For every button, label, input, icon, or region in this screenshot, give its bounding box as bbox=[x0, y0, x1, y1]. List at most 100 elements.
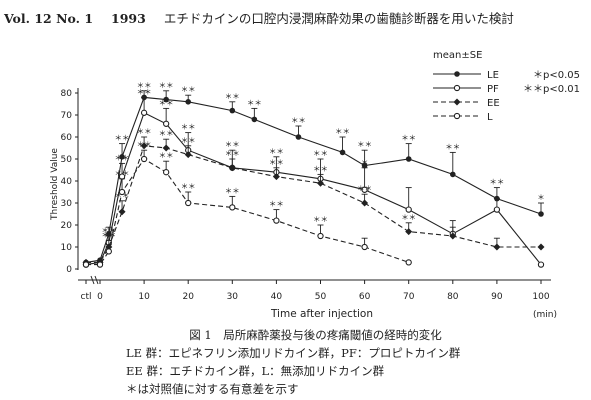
significance-mark: ＊＊ bbox=[159, 81, 174, 90]
data-point bbox=[272, 173, 280, 181]
significance-mark: ＊＊ bbox=[269, 147, 284, 156]
significance-legend: ＊＊p<0.01 bbox=[523, 84, 580, 95]
significance-mark: ＊＊ bbox=[247, 98, 262, 107]
data-point bbox=[317, 232, 324, 240]
data-point bbox=[140, 109, 148, 116]
significance-mark: ＊＊ bbox=[225, 140, 240, 149]
series-le: ＊＊＊＊ ＊＊ ＊＊＊＊＊＊＊＊＊＊＊＊＊＊＊＊＊＊＊ bbox=[83, 81, 545, 266]
significance-mark: ＊＊ bbox=[181, 136, 196, 145]
y-tick-label: 70 bbox=[61, 111, 73, 121]
legend-item-le: LE bbox=[433, 70, 499, 81]
significance-mark: ＊ bbox=[537, 193, 545, 202]
data-point bbox=[228, 164, 236, 172]
data-point bbox=[295, 134, 302, 140]
data-point bbox=[185, 99, 191, 105]
significance-mark: ＊＊ bbox=[269, 200, 284, 209]
legend-header: mean±SE bbox=[433, 50, 482, 61]
data-point bbox=[163, 96, 169, 103]
significance-mark: ＊＊ bbox=[357, 140, 372, 149]
significance-mark: ＊＊ bbox=[159, 129, 174, 138]
page-header: Vol. 12 No. 1 1993 エチドカインの口腔内浸潤麻酔効果の歯髄診断… bbox=[4, 8, 514, 27]
data-point bbox=[453, 84, 461, 92]
data-point bbox=[229, 107, 236, 114]
significance-mark: ＊＊ bbox=[115, 134, 130, 143]
legend-label: EE bbox=[487, 98, 500, 109]
data-point bbox=[361, 199, 369, 207]
series-line bbox=[85, 112, 542, 266]
significance-mark: ＊＊ bbox=[137, 140, 152, 149]
data-point bbox=[405, 206, 412, 213]
data-point bbox=[118, 188, 126, 196]
significance-mark: ＊＊ bbox=[101, 230, 116, 239]
data-point bbox=[493, 206, 501, 213]
y-tick-label: 10 bbox=[61, 243, 73, 253]
x-tick-label: 30 bbox=[227, 292, 239, 302]
figure-caption: 図 1 局所麻酔薬投与後の疼痛閾値の経時的変化 LE 群：エピネフリン添加リドカ… bbox=[0, 326, 591, 398]
x-tick-label: 70 bbox=[403, 292, 415, 302]
data-point bbox=[140, 142, 148, 150]
data-point bbox=[185, 199, 192, 207]
data-point bbox=[82, 261, 90, 268]
data-point bbox=[251, 116, 258, 123]
significance-mark: ＊＊ bbox=[181, 123, 196, 132]
caption-line-2: EE 群：エチドカイン群，L：無添加リドカイン群 bbox=[126, 364, 385, 378]
significance-mark: ＊＊ bbox=[225, 149, 240, 158]
x-tick-label: 0 bbox=[97, 292, 103, 302]
y-tick-label: 30 bbox=[61, 199, 73, 209]
data-point bbox=[162, 144, 170, 152]
caption-line-3: ＊は対照値に対する有意差を示す bbox=[126, 382, 299, 396]
data-point bbox=[317, 179, 324, 187]
legend-item-pf: PF bbox=[433, 84, 499, 95]
significance-mark: ＊＊ bbox=[335, 127, 350, 136]
data-point bbox=[229, 204, 236, 211]
series-pf: ＊＊＊＊＊＊＊＊＊＊＊＊＊＊ ＊＊＊ bbox=[82, 87, 545, 268]
legend-label: L bbox=[487, 112, 493, 123]
x-tick-label: ctl bbox=[81, 292, 92, 302]
significance-mark: ＊＊ bbox=[115, 169, 130, 178]
significance-mark: ＊＊ bbox=[313, 149, 328, 158]
data-point bbox=[105, 248, 112, 255]
data-point bbox=[493, 243, 501, 251]
series-line bbox=[86, 145, 541, 263]
data-point bbox=[538, 211, 544, 217]
significance-mark: ＊＊ bbox=[181, 182, 196, 191]
y-tick-label: 40 bbox=[61, 177, 73, 187]
significance-mark: ＊＊ bbox=[401, 213, 416, 222]
significance-mark: ＊＊ bbox=[115, 153, 130, 162]
significance-mark: ＊＊ bbox=[137, 81, 152, 90]
series-line bbox=[85, 96, 542, 263]
series-ee: ＊＊＊＊＊＊ ＊＊＊＊＊＊＊＊＊＊＊＊＊＊ bbox=[82, 127, 545, 266]
legend-item-l: L bbox=[433, 112, 493, 123]
legend-item-ee: EE bbox=[433, 98, 500, 109]
significance-mark: ＊＊ bbox=[159, 98, 174, 107]
x-tick-label: 50 bbox=[315, 292, 327, 302]
significance-mark: ＊＊ bbox=[489, 178, 504, 187]
data-point bbox=[162, 120, 170, 127]
y-tick-label: 60 bbox=[61, 133, 73, 143]
data-point bbox=[454, 71, 460, 77]
x-tick-label: 90 bbox=[491, 292, 503, 302]
article-title: エチドカインの口腔内浸潤麻酔効果の歯髄診断器を用いた検討 bbox=[163, 11, 514, 26]
data-point bbox=[339, 149, 346, 156]
data-point bbox=[361, 162, 368, 169]
y-tick-label: 80 bbox=[61, 89, 73, 99]
x-axis-unit: (min) bbox=[533, 310, 557, 320]
significance-mark: ＊＊ bbox=[181, 85, 196, 94]
data-point bbox=[184, 151, 192, 159]
significance-mark: ＊＊ bbox=[401, 134, 416, 143]
significance-mark: ＊＊ bbox=[225, 186, 240, 195]
data-point bbox=[453, 112, 461, 120]
axis-break-mark bbox=[90, 275, 95, 285]
legend-label: LE bbox=[487, 70, 499, 81]
data-point bbox=[162, 169, 170, 176]
x-tick-label: 60 bbox=[359, 292, 371, 302]
significance-mark: ＊＊ bbox=[269, 158, 284, 167]
x-tick-label: 100 bbox=[532, 292, 549, 302]
data-point bbox=[405, 228, 413, 236]
significance-mark: ＊＊ bbox=[225, 92, 240, 101]
data-point bbox=[118, 208, 126, 216]
series-l: ＊＊＊＊＊＊＊＊ ＊＊＊＊＊＊ bbox=[82, 140, 412, 268]
significance-mark: ＊＊ bbox=[137, 127, 152, 136]
x-tick-label: 80 bbox=[447, 292, 459, 302]
